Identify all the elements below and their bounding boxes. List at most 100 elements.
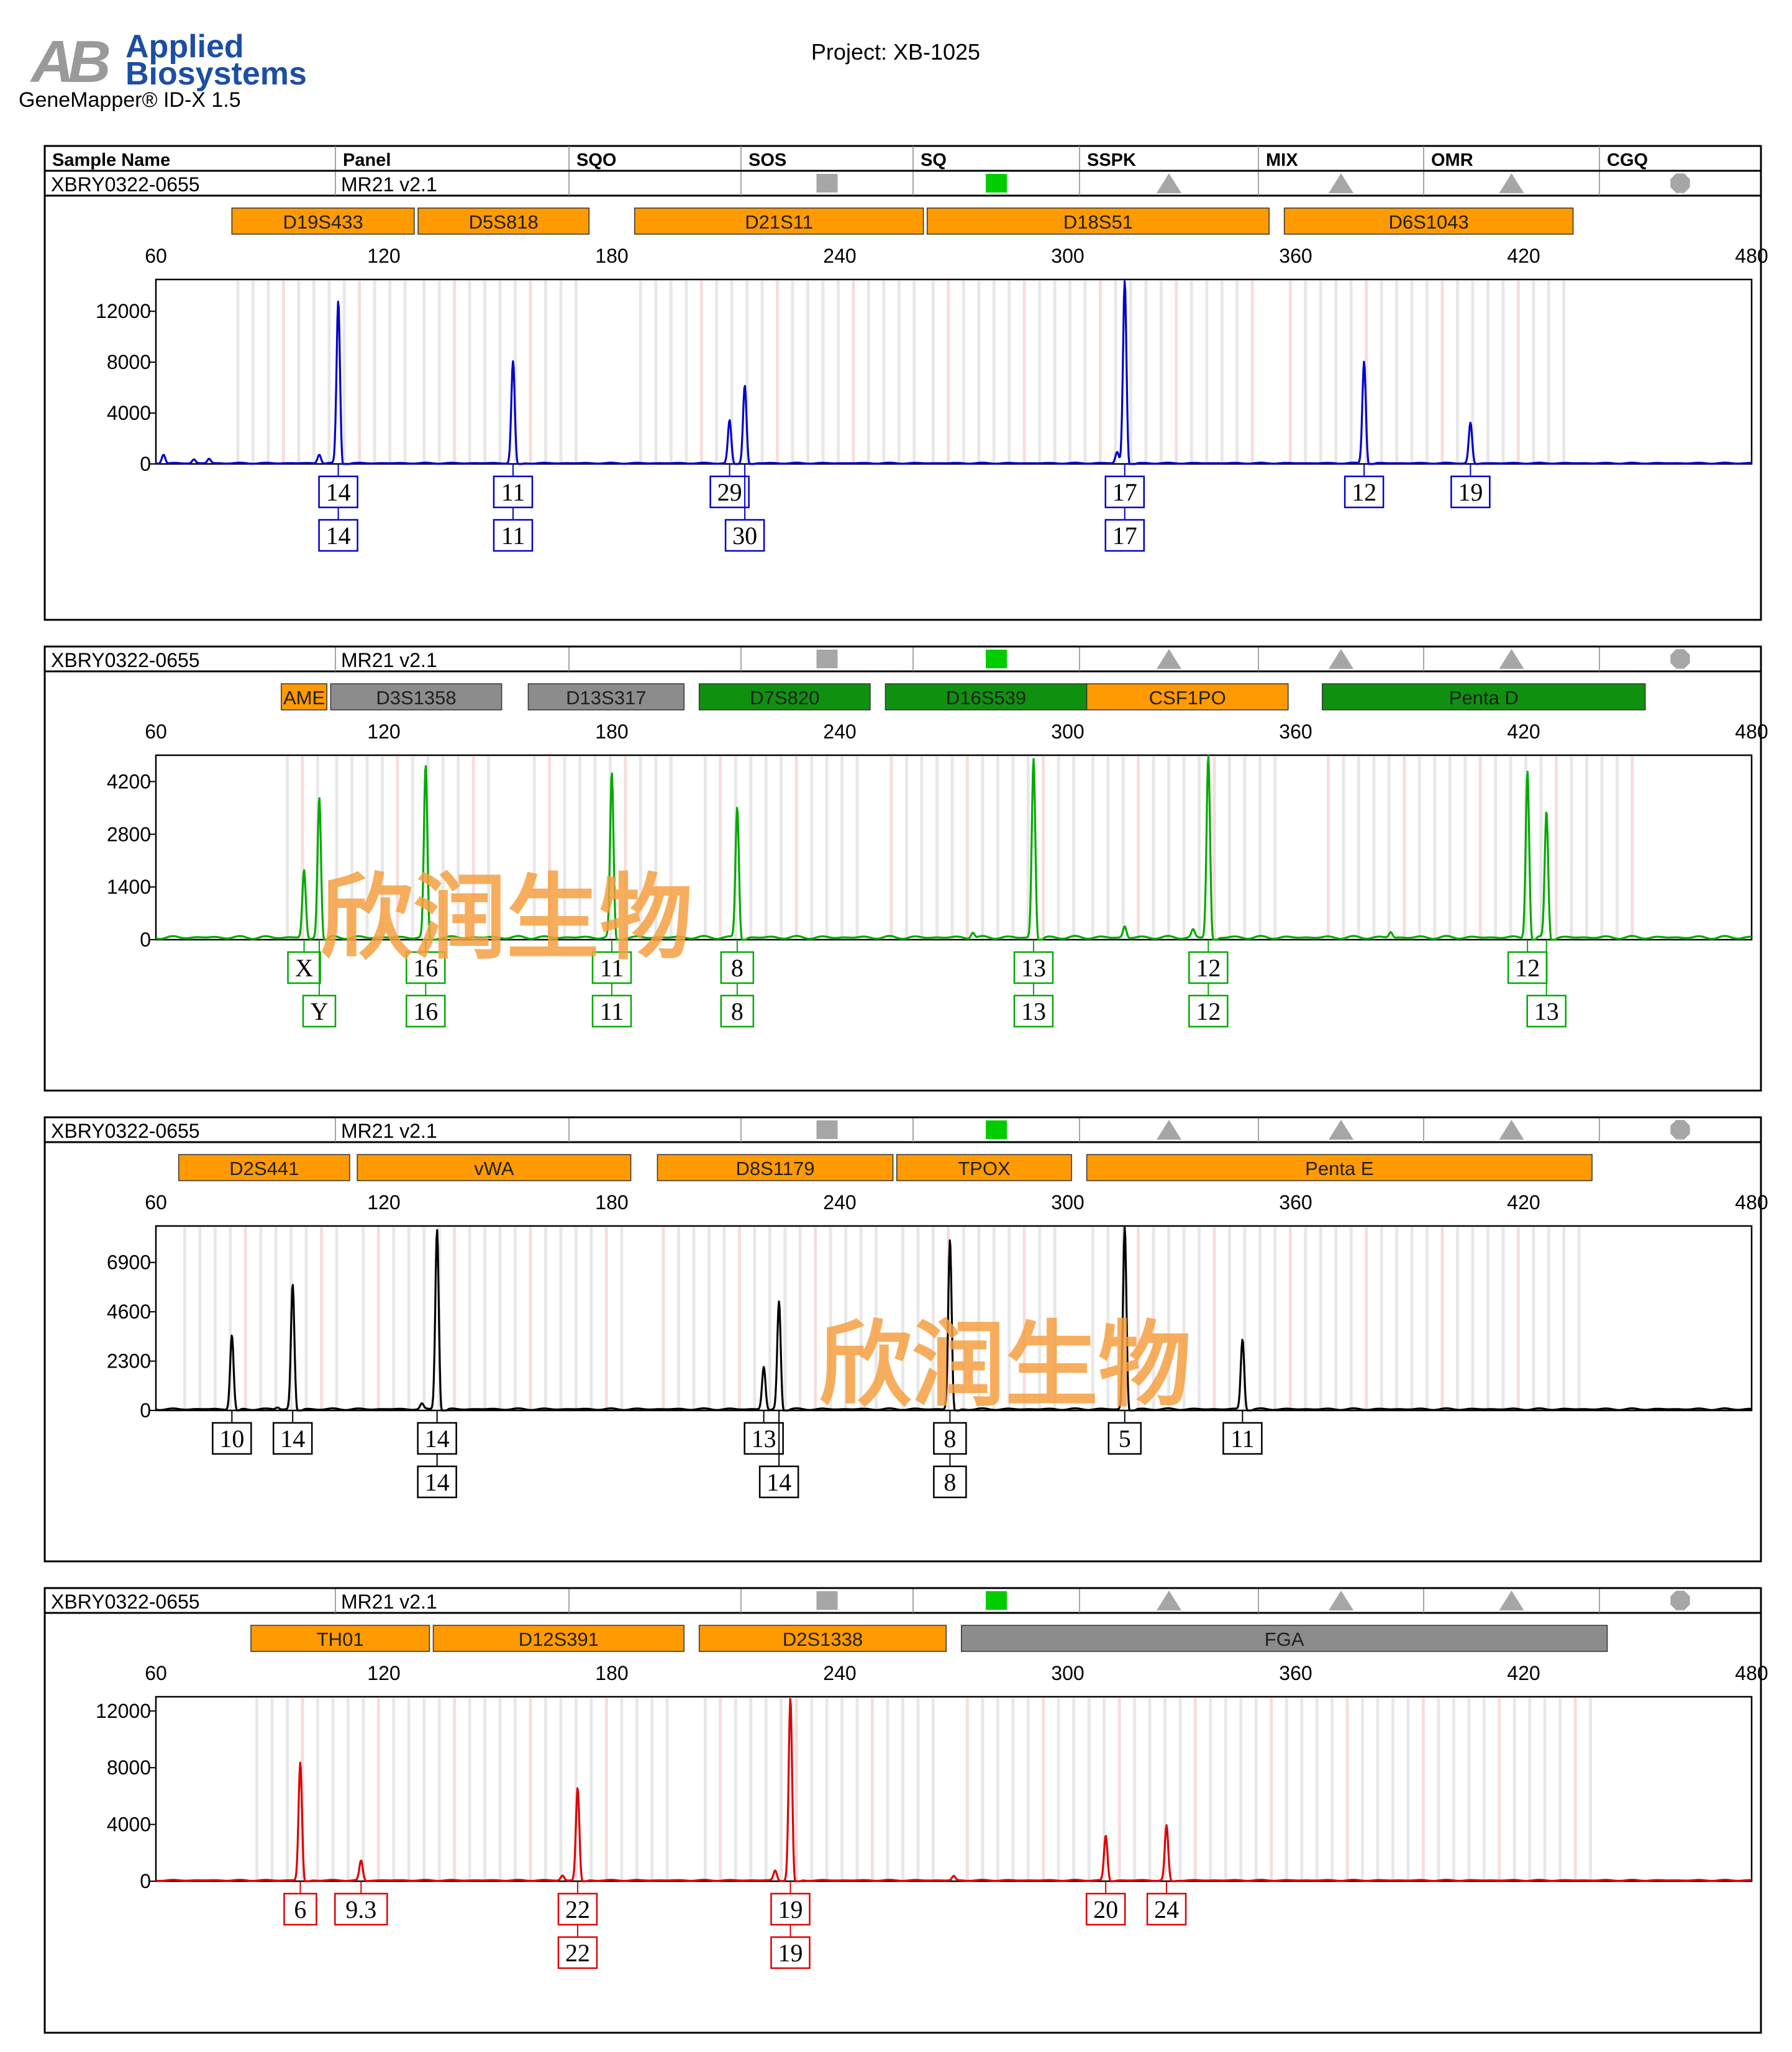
signal-trace — [155, 1697, 1752, 1882]
plot-frame — [155, 278, 1753, 465]
mix-flag-icon — [1329, 649, 1353, 669]
bin-stripe — [1209, 1698, 1212, 1880]
locus-label: D2S1338 — [783, 1628, 863, 1650]
bin-stripe — [281, 281, 285, 463]
locus-marker-d3s1358 — [330, 683, 503, 710]
bin-stripe — [996, 1698, 999, 1880]
panel-frame — [43, 645, 1762, 1092]
allele-call: 12 — [1515, 954, 1540, 982]
bin-stripe — [1426, 281, 1429, 463]
bin-stripe — [965, 756, 969, 938]
bin-stripe — [1068, 281, 1072, 463]
bin-stripe — [852, 281, 855, 463]
bin-stripe — [563, 756, 566, 938]
bin-stripe — [529, 1698, 532, 1880]
bin-stripe — [624, 756, 627, 938]
y-axis-ticks: 0 1400 2800 4200 — [107, 770, 156, 951]
x-tick-label: 120 — [367, 1191, 400, 1214]
bin-stripe — [1433, 756, 1437, 938]
bin-stripe — [1152, 756, 1155, 938]
x-tick-label: 180 — [595, 245, 628, 267]
bin-stripe — [274, 1227, 278, 1409]
bin-stripe — [703, 1698, 707, 1880]
bin-stripe — [1417, 756, 1421, 938]
bin-stripe — [886, 1698, 889, 1880]
x-tick-label: 120 — [367, 720, 400, 743]
bin-stripe — [335, 1227, 339, 1409]
allele-call-box — [1107, 1422, 1142, 1455]
bin-stripe — [855, 756, 859, 938]
bin-stripe — [1471, 281, 1475, 463]
y-axis-ticks: 0 4000 8000 12000 — [96, 300, 156, 475]
allele-call: 29 — [717, 478, 742, 506]
bin-stripe — [1631, 756, 1634, 938]
bin-stripe — [453, 281, 457, 463]
x-tick-label: 60 — [145, 245, 167, 267]
bin-stripe — [362, 1227, 365, 1409]
allele-call-box — [720, 951, 755, 984]
locus-label: TH01 — [317, 1628, 364, 1650]
sample-info-row: XBRY0322-0655 MR21 v2.1 — [43, 645, 1762, 673]
y-tick-label: 0 — [140, 1399, 151, 1422]
x-tick-label: 60 — [145, 1662, 167, 1684]
bin-stripe — [1562, 281, 1566, 463]
bin-stripe — [574, 1698, 578, 1880]
bin-stripe — [1532, 1227, 1535, 1409]
bin-stripe — [229, 1227, 232, 1409]
x-tick-label: 240 — [823, 1662, 856, 1684]
bin-stripe — [437, 281, 441, 463]
bin-stripe — [1501, 1227, 1505, 1409]
bin-stripe — [707, 1227, 711, 1409]
allele-call: 22 — [565, 1895, 590, 1923]
allele-call: 17 — [1112, 522, 1137, 550]
bin-stripe — [844, 1227, 848, 1409]
logo-line1: Applied — [125, 29, 244, 65]
locus-marker-d8s1179 — [657, 1154, 894, 1181]
allele-call-box — [591, 994, 632, 1028]
locus-label: D6S1043 — [1388, 211, 1468, 233]
panel-name: MR21 v2.1 — [341, 649, 437, 671]
locus-label: D2S441 — [229, 1158, 299, 1179]
x-tick-label: 240 — [823, 720, 856, 743]
bin-stripe — [358, 281, 362, 463]
watermark: 欣润生物 — [819, 1312, 1191, 1420]
bin-stripe — [574, 281, 578, 463]
bin-stripe — [1091, 756, 1094, 938]
allele-call-box — [1013, 994, 1054, 1028]
locus-label: D18S51 — [1063, 211, 1133, 233]
bin-stripe — [266, 281, 270, 463]
bin-stripe — [1121, 756, 1125, 938]
bin-stripe — [1243, 1227, 1247, 1409]
bin-stripe — [992, 281, 996, 463]
bin-stripe — [1212, 1227, 1216, 1409]
bin-stripe — [471, 756, 475, 938]
bin-stripe — [376, 1698, 380, 1880]
bin-stripe — [780, 756, 783, 938]
panel-name: MR21 v2.1 — [341, 1591, 437, 1613]
x-tick-label: 180 — [595, 720, 628, 743]
plot-frame — [155, 1696, 1753, 1882]
locus-marker-d2s441 — [178, 1154, 350, 1181]
bin-stripe — [791, 281, 794, 463]
plot-frame — [155, 754, 1753, 941]
sample-name: XBRY0322-0655 — [51, 173, 200, 196]
omr-flag-icon — [1499, 173, 1524, 193]
bin-stripe — [1137, 1227, 1140, 1409]
locus-marker-d6s1043 — [1283, 207, 1574, 235]
bin-stripe — [1330, 1698, 1334, 1880]
allele-call: 20 — [1093, 1895, 1118, 1923]
bin-stripe — [457, 756, 460, 938]
panel-name: MR21 v2.1 — [341, 173, 437, 196]
bin-stripe — [639, 756, 642, 938]
bin-stripe — [483, 281, 487, 463]
allele-call: 22 — [565, 1939, 590, 1967]
x-tick-label: 60 — [145, 720, 167, 743]
bin-stripe — [498, 1698, 502, 1880]
bin-stripe — [1091, 1227, 1094, 1409]
bin-stripe — [514, 1698, 517, 1880]
allele-calls: 14 14 11 11 29 30 17 17 12 19 — [318, 464, 1491, 552]
locus-label: D21S11 — [745, 211, 813, 233]
y-tick-label: 4000 — [107, 1814, 151, 1836]
bin-stripe — [912, 281, 916, 463]
bin-stripe — [981, 1698, 985, 1880]
